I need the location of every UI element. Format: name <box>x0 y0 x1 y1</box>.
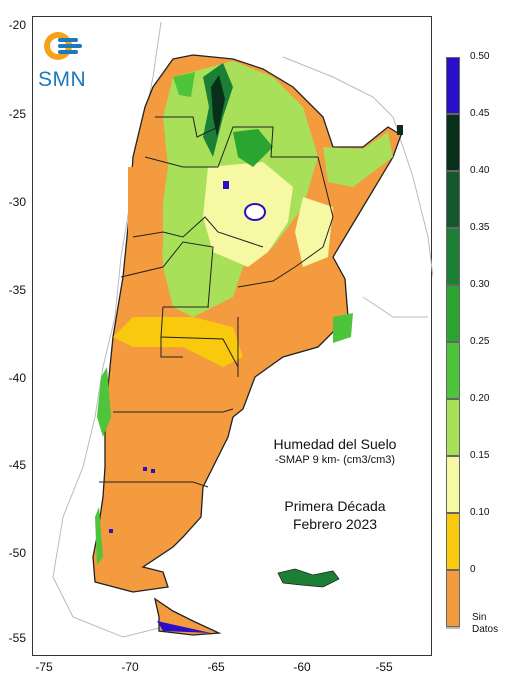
moisture-zone-yellow <box>295 197 333 267</box>
y-tick-label: -50 <box>8 546 26 560</box>
y-tick-label: -45 <box>8 458 26 472</box>
smn-logo <box>44 32 82 60</box>
lake-region <box>244 203 266 221</box>
map-canvas <box>52 21 433 638</box>
y-tick-label: -30 <box>8 195 26 209</box>
legend-swatch <box>446 342 460 399</box>
wet-spot <box>109 529 113 533</box>
legend-no-data-line1: Sin <box>472 612 487 623</box>
y-tick-label: -35 <box>8 283 26 297</box>
x-tick-label: -55 <box>375 660 393 674</box>
legend-tick-label: 0.20 <box>470 393 490 404</box>
x-tick-label: -65 <box>207 660 225 674</box>
moisture-zone-orange <box>233 267 343 347</box>
moisture-zone-green <box>233 129 273 167</box>
legend-swatch <box>446 570 460 627</box>
malvinas-region <box>277 568 340 588</box>
legend-swatch <box>446 285 460 342</box>
legend-tick-label: 0.10 <box>470 507 490 518</box>
neighbor-border <box>362 296 428 318</box>
x-tick-label: -60 <box>293 660 311 674</box>
y-tick-label: -40 <box>8 371 26 385</box>
legend-swatch-no-data <box>446 627 460 629</box>
wet-spot <box>397 125 403 135</box>
moisture-zone-green-edge <box>95 507 103 565</box>
legend-tick-label: 0.40 <box>470 165 490 176</box>
legend-colorbar <box>446 57 460 627</box>
map-title-line2: -SMAP 9 km- (cm3/cm3) <box>274 454 396 466</box>
legend-tick-label: 0.35 <box>470 222 490 233</box>
legend-tick-label: 0.15 <box>470 450 490 461</box>
legend-no-data-line2: Datos <box>472 624 499 635</box>
moisture-zone-green <box>333 313 353 343</box>
legend-tick-label: 0.25 <box>470 336 490 347</box>
moisture-zone-light-green <box>323 132 393 187</box>
province-borders <box>99 116 334 488</box>
legend-swatch <box>446 171 460 228</box>
wet-spot <box>151 469 155 473</box>
legend-swatch <box>446 57 460 114</box>
map-title-line4: Febrero 2023 <box>292 516 378 532</box>
neighbor-border <box>282 56 433 278</box>
legend-swatch <box>446 228 460 285</box>
y-tick-label: -55 <box>8 631 26 645</box>
moisture-zone-green-edge <box>97 367 111 437</box>
moisture-zone-very-dark <box>211 75 225 137</box>
y-tick-label: -20 <box>8 18 26 32</box>
y-tick-label: -25 <box>8 107 26 121</box>
legend-swatch <box>446 456 460 513</box>
map-title-line1: Humedad del Suelo <box>273 436 397 452</box>
logo-text: SMN <box>38 68 87 91</box>
map-frame <box>32 16 433 656</box>
legend-tick-label: 0.50 <box>470 51 490 62</box>
legend-swatch <box>446 114 460 171</box>
x-tick-label: -70 <box>121 660 139 674</box>
legend-swatch <box>446 399 460 456</box>
moisture-zone-green <box>173 72 195 97</box>
legend-swatch <box>446 513 460 570</box>
x-tick-label: -75 <box>35 660 53 674</box>
legend-no-data-label: Sin Datos <box>472 612 498 636</box>
moisture-zone-yellow-band <box>113 317 243 367</box>
legend-tick-label: 0.45 <box>470 108 490 119</box>
wet-spot <box>223 181 229 189</box>
legend-tick-label: 0 <box>470 564 476 575</box>
map-title-line3: Primera Década <box>284 498 386 514</box>
wet-spot <box>143 467 147 471</box>
legend-tick-label: 0.30 <box>470 279 490 290</box>
moisture-zone-orange <box>128 167 163 287</box>
tierra-del-fuego-wet-edge <box>157 621 211 633</box>
